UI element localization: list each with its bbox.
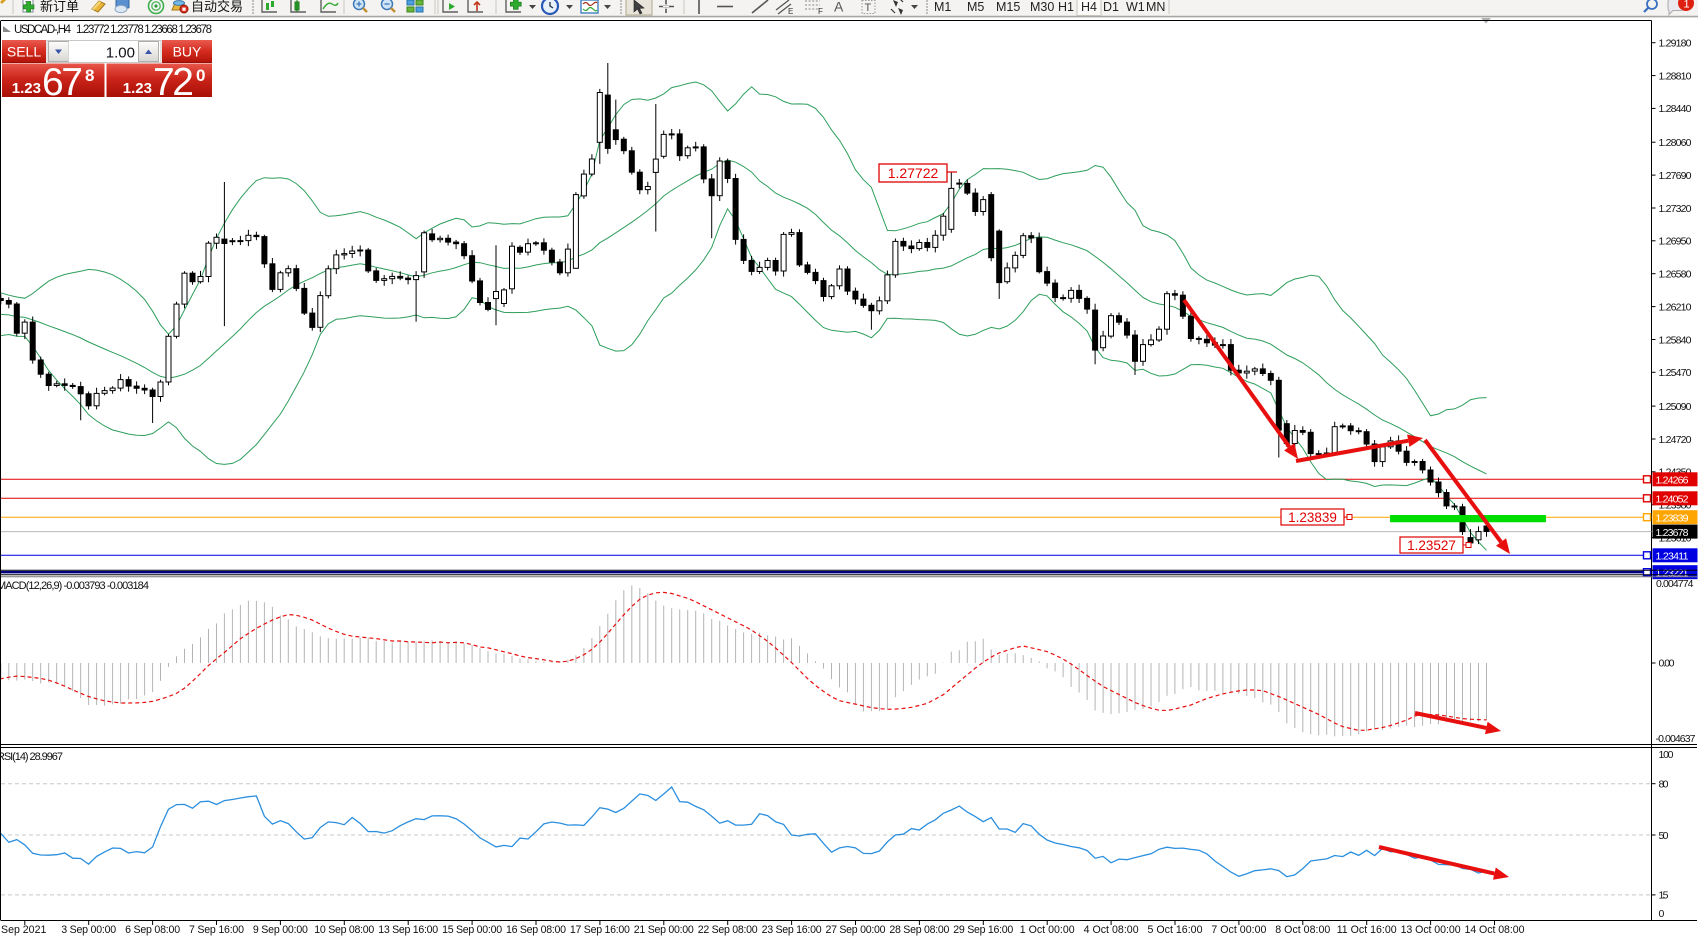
svg-text:3 Sep 00:00: 3 Sep 00:00	[61, 924, 116, 936]
svg-text:9 Sep 00:00: 9 Sep 00:00	[253, 924, 308, 936]
svg-text:22 Sep 08:00: 22 Sep 08:00	[698, 924, 758, 936]
svg-text:21 Sep 00:00: 21 Sep 00:00	[634, 924, 694, 936]
svg-text:RSI(14) 28.9967: RSI(14) 28.9967	[0, 751, 63, 763]
svg-text:1.27320: 1.27320	[1659, 203, 1692, 215]
svg-text:1.24266: 1.24266	[1656, 475, 1689, 487]
svg-text:6 Sep 08:00: 6 Sep 08:00	[125, 924, 180, 936]
svg-text:1.28440: 1.28440	[1659, 103, 1692, 115]
svg-text:5 Oct 16:00: 5 Oct 16:00	[1148, 924, 1203, 936]
svg-text:13 Sep 16:00: 13 Sep 16:00	[378, 924, 438, 936]
svg-text:7 Sep 16:00: 7 Sep 16:00	[189, 924, 244, 936]
svg-text:W1: W1	[1126, 0, 1145, 14]
svg-text:1.23: 1.23	[12, 80, 41, 97]
svg-text:新订单: 新订单	[40, 0, 79, 14]
svg-text:67: 67	[42, 61, 83, 104]
svg-text:1: 1	[1684, 0, 1690, 11]
svg-text:自动交易: 自动交易	[191, 0, 243, 14]
svg-text:F: F	[818, 7, 823, 16]
svg-text:1.25840: 1.25840	[1659, 334, 1692, 346]
svg-text:1.23527: 1.23527	[1407, 538, 1456, 553]
svg-text:1.26950: 1.26950	[1659, 236, 1692, 248]
svg-text:11 Oct 16:00: 11 Oct 16:00	[1337, 924, 1397, 936]
svg-text:1.28060: 1.28060	[1659, 137, 1692, 149]
svg-text:8 Oct 08:00: 8 Oct 08:00	[1275, 924, 1330, 936]
svg-text:-0.004637: -0.004637	[1656, 733, 1696, 745]
svg-text:M30: M30	[1030, 0, 1054, 14]
svg-text:15: 15	[1659, 890, 1669, 902]
svg-text:SELL: SELL	[7, 44, 41, 60]
svg-text:1 Oct 00:00: 1 Oct 00:00	[1020, 924, 1075, 936]
svg-text:23 Sep 16:00: 23 Sep 16:00	[762, 924, 822, 936]
svg-text:4 Oct 08:00: 4 Oct 08:00	[1084, 924, 1139, 936]
svg-text:0.004774: 0.004774	[1656, 578, 1694, 590]
svg-text:1.25090: 1.25090	[1659, 401, 1692, 413]
svg-text:7 Oct 00:00: 7 Oct 00:00	[1211, 924, 1266, 936]
svg-text:1.29180: 1.29180	[1659, 38, 1692, 50]
svg-text:0: 0	[196, 66, 205, 85]
svg-text:15 Sep 00:00: 15 Sep 00:00	[442, 924, 502, 936]
svg-text:28 Sep 08:00: 28 Sep 08:00	[889, 924, 949, 936]
svg-text:MN: MN	[1146, 0, 1165, 14]
svg-text:1.25470: 1.25470	[1659, 367, 1692, 379]
svg-text:1.23411: 1.23411	[1656, 551, 1689, 563]
svg-text:D1: D1	[1103, 0, 1119, 14]
svg-text:Sep 2021: Sep 2021	[1, 924, 46, 936]
svg-text:T: T	[865, 2, 872, 14]
svg-text:1.27722: 1.27722	[888, 165, 939, 181]
svg-text:1.23: 1.23	[123, 80, 152, 97]
svg-text:MACD(12,26,9) -0.003793 -0.003: MACD(12,26,9) -0.003793 -0.003184	[0, 580, 149, 592]
svg-text:14 Oct 08:00: 14 Oct 08:00	[1465, 924, 1525, 936]
svg-text:13 Oct 00:00: 13 Oct 00:00	[1401, 924, 1461, 936]
svg-text:29 Sep 16:00: 29 Sep 16:00	[953, 924, 1013, 936]
svg-text:1.23678: 1.23678	[1656, 527, 1689, 539]
svg-text:H1: H1	[1058, 0, 1074, 14]
svg-text:0: 0	[1659, 908, 1665, 920]
svg-text:M1: M1	[934, 0, 951, 14]
svg-text:E: E	[788, 7, 793, 16]
svg-text:1.23772 1.23778 1.23668 1.2367: 1.23772 1.23778 1.23668 1.23678	[76, 24, 212, 36]
svg-text:1.23839: 1.23839	[1656, 512, 1689, 524]
svg-text:USDCAD-,H4: USDCAD-,H4	[14, 24, 72, 36]
svg-text:1.00: 1.00	[106, 45, 135, 62]
svg-text:72: 72	[153, 61, 194, 104]
svg-text:100: 100	[1659, 749, 1674, 761]
svg-text:1.28810: 1.28810	[1659, 70, 1692, 82]
svg-text:1.27690: 1.27690	[1659, 170, 1692, 182]
svg-text:8: 8	[85, 66, 94, 85]
svg-text:A: A	[834, 0, 844, 15]
svg-text:1.24720: 1.24720	[1659, 434, 1692, 446]
svg-text:M15: M15	[996, 0, 1020, 14]
svg-text:50: 50	[1659, 830, 1669, 842]
svg-text:10 Sep 08:00: 10 Sep 08:00	[314, 924, 374, 936]
svg-text:BUY: BUY	[173, 44, 202, 60]
svg-text:27 Sep 00:00: 27 Sep 00:00	[826, 924, 886, 936]
svg-text:1.24052: 1.24052	[1656, 494, 1689, 506]
svg-text:H4: H4	[1081, 0, 1097, 14]
svg-text:80: 80	[1659, 779, 1669, 791]
svg-text:0.00: 0.00	[1659, 658, 1675, 670]
svg-text:17 Sep 16:00: 17 Sep 16:00	[570, 924, 630, 936]
svg-text:1.26210: 1.26210	[1659, 301, 1692, 313]
svg-text:16 Sep 08:00: 16 Sep 08:00	[506, 924, 566, 936]
svg-text:1.23839: 1.23839	[1288, 510, 1337, 525]
svg-text:1.26580: 1.26580	[1659, 269, 1692, 281]
svg-text:M5: M5	[967, 0, 984, 14]
